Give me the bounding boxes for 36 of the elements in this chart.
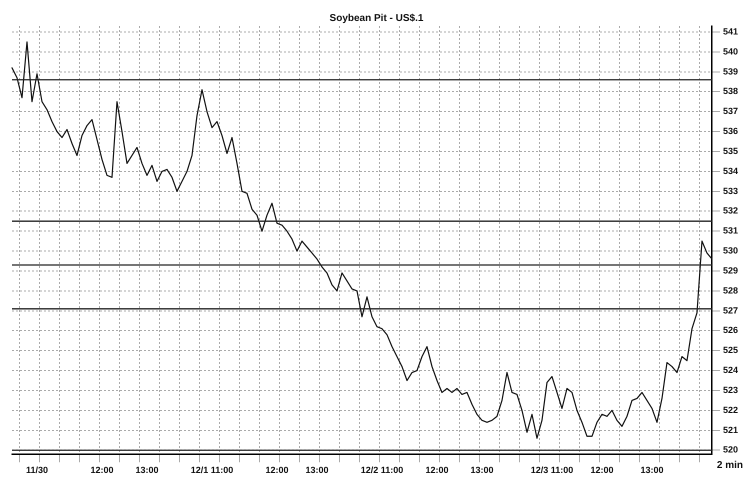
y-tick-label: 537 <box>722 106 738 116</box>
y-tick-label: 526 <box>722 325 738 336</box>
y-tick-label: 524 <box>722 365 738 376</box>
x-tick-label: 12/1 11:00 <box>190 465 234 476</box>
y-tick-label: 535 <box>722 146 738 156</box>
y-tick-label: 540 <box>722 46 738 56</box>
y-tick-label: 533 <box>722 186 738 196</box>
x-tick-label: 12:00 <box>425 465 449 476</box>
text: 2 min <box>716 460 743 471</box>
y-tick-label: 528 <box>722 285 738 296</box>
y-tick-label: 536 <box>722 126 738 136</box>
x-tick-label: 13:00 <box>305 465 329 476</box>
y-tick-label: 539 <box>722 66 738 76</box>
y-tick-label: 523 <box>722 384 738 395</box>
y-tick-label: 520 <box>722 444 738 455</box>
x-tick-label: 13:00 <box>135 465 159 476</box>
x-tick-label: 12/2 11:00 <box>360 465 404 476</box>
x-tick-label: 12:00 <box>590 465 614 476</box>
x-tick-label: 13:00 <box>470 465 494 476</box>
y-tick-label: 522 <box>722 404 738 415</box>
y-tick-label: 534 <box>722 166 738 176</box>
y-tick-label: 530 <box>722 246 738 256</box>
y-tick-label: 531 <box>722 226 738 236</box>
y-tick-label: 538 <box>722 86 738 96</box>
x-tick-label: 11/30 <box>26 465 48 476</box>
y-tick-label: 529 <box>722 265 738 276</box>
y-tick-label: 541 <box>722 26 738 36</box>
y-tick-label: 525 <box>722 345 738 356</box>
x-tick-label: 12:00 <box>90 465 114 476</box>
y-tick-label: 527 <box>722 305 738 316</box>
chart-title: Soybean Pit - US$.1 <box>330 12 424 24</box>
x-tick-label: 12:00 <box>265 465 289 476</box>
x-tick-label: 12/3 11:00 <box>530 465 574 476</box>
x-tick-label: 13:00 <box>640 465 664 476</box>
y-tick-label: 532 <box>722 206 738 216</box>
y-tick-label: 521 <box>722 424 738 435</box>
